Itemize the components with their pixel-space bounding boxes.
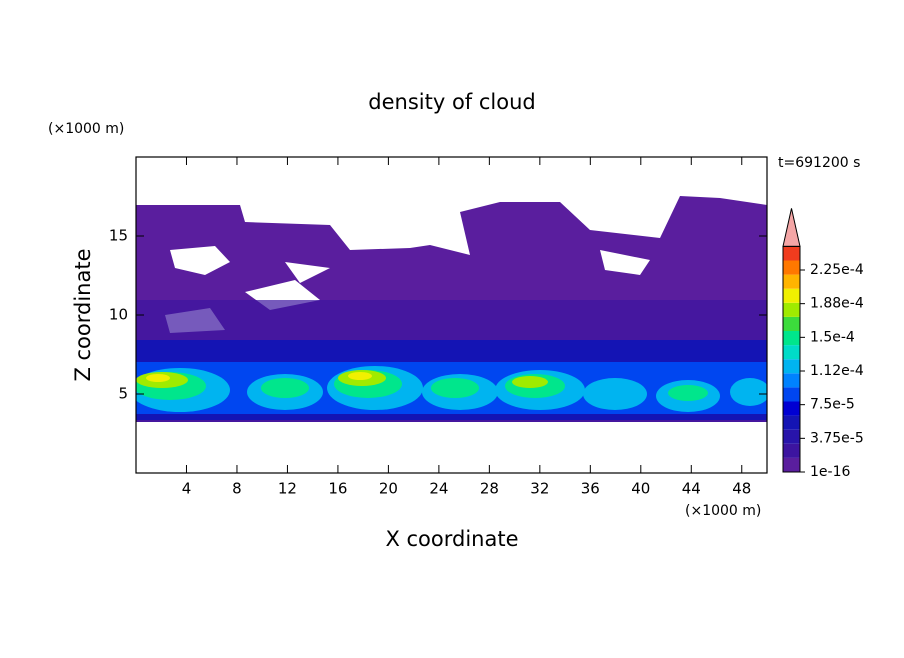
colorbar-band [783,246,800,261]
colorbar-band [783,401,800,416]
colorbar-label: 1.5e-4 [810,329,855,345]
x-axis-label: X coordinate [385,527,518,551]
x-tick-label: 20 [379,480,398,498]
colorbar-band [783,373,800,388]
x-tick-label: 16 [328,480,347,498]
colorbar-band [783,331,800,346]
colorbar-band [783,288,800,303]
colorbar-label: 1.12e-4 [810,363,864,379]
contour-field [136,196,767,422]
colorbar-band [783,274,800,289]
x-tick-label: 36 [581,480,600,498]
colorbar-label: 1e-16 [810,464,850,480]
chart-title: density of cloud [368,90,535,114]
x-tick-label: 48 [732,480,751,498]
x-tick-label: 12 [278,480,297,498]
colorbar-band [783,387,800,402]
colorbar-frame [782,245,801,473]
colorbar-label: 7.5e-5 [810,397,855,413]
colorbar-band [783,359,800,374]
x-tick-label: 32 [530,480,549,498]
colorbar-extension [782,208,801,247]
y-tick-label: 10 [109,306,128,324]
colorbar-band [783,443,800,458]
y-tick-label: 15 [109,227,128,245]
x-tick-label: 24 [429,480,448,498]
x-tick-label: 8 [232,480,242,498]
x-tick-label: 28 [480,480,499,498]
colorbar-band [783,457,800,472]
colorbar-band [783,302,800,317]
x-tick-label: 40 [631,480,650,498]
x-tick-label: 4 [182,480,192,498]
time-annotation: t=691200 s [778,155,860,171]
x-tick-label: 44 [682,480,701,498]
colorbar-label: 1.88e-4 [810,296,864,312]
colorbar-band [783,429,800,444]
y-unit: (×1000 m) [48,121,124,137]
colorbar-band [783,260,800,275]
y-axis-label: Z coordinate [71,248,95,381]
x-unit: (×1000 m) [685,503,761,519]
colorbar-label: 2.25e-4 [810,262,864,278]
y-tick-label: 5 [118,385,128,403]
colorbar-band [783,415,800,430]
colorbar-label: 3.75e-5 [810,430,864,446]
colorbar-band [783,345,800,360]
colorbar-band [783,316,800,331]
